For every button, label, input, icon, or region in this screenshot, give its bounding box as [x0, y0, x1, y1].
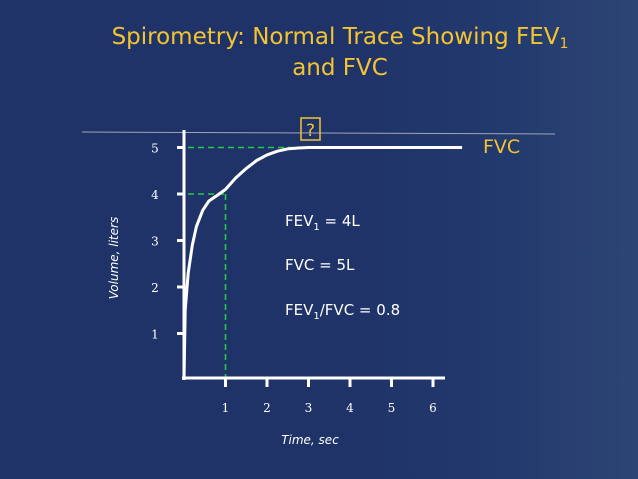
- question-box: [300, 117, 321, 141]
- guide-lines: [188, 146, 299, 386]
- fev1-annotation: FEV1 = 4L: [285, 212, 360, 233]
- x-tick-label: 6: [429, 401, 437, 415]
- x-tick-label: 4: [346, 401, 354, 415]
- fev1-value: = 4L: [320, 212, 361, 230]
- y-tick-label: 3: [151, 235, 159, 249]
- y-ticks: 1 2 3 4 5: [151, 142, 184, 342]
- title-line1: Spirometry: Normal Trace Showing FEV1: [111, 24, 569, 52]
- y-tick-label: 1: [151, 328, 159, 342]
- x-tick-label: 2: [263, 401, 271, 415]
- title-text: Spirometry: Normal Trace Showing FEV: [111, 24, 560, 50]
- x-ticks: 1 2 3 4 5 6: [222, 378, 437, 415]
- question-mark: ?: [306, 121, 315, 141]
- ratio-subscript: 1: [313, 311, 319, 322]
- y-tick-label: 4: [151, 188, 159, 202]
- ratio-prefix: FEV: [285, 301, 314, 319]
- volume-time-curve: [182, 146, 463, 381]
- x-axis-label: Time, sec: [281, 433, 339, 447]
- x-tick-label: 5: [388, 401, 396, 415]
- fvc-curve-label: FVC: [483, 136, 520, 158]
- y-tick-label: 5: [151, 142, 159, 156]
- x-tick-label: 3: [305, 401, 313, 415]
- title-subscript: 1: [559, 36, 569, 52]
- y-axis-label: Volume, liters: [107, 217, 121, 299]
- fev1-prefix: FEV: [285, 212, 314, 230]
- ratio-value: /FVC = 0.8: [320, 301, 400, 319]
- header-rule: [81, 131, 556, 135]
- fev1-subscript: 1: [313, 222, 319, 233]
- y-tick-label: 2: [151, 281, 159, 295]
- fvc-annotation: FVC = 5L: [285, 256, 355, 274]
- ratio-annotation: FEV1/FVC = 0.8: [285, 301, 400, 322]
- slide-title: Spirometry: Normal Trace Showing FEV1 an…: [60, 22, 620, 84]
- x-tick-label: 1: [222, 401, 230, 415]
- title-line2: and FVC: [292, 55, 388, 81]
